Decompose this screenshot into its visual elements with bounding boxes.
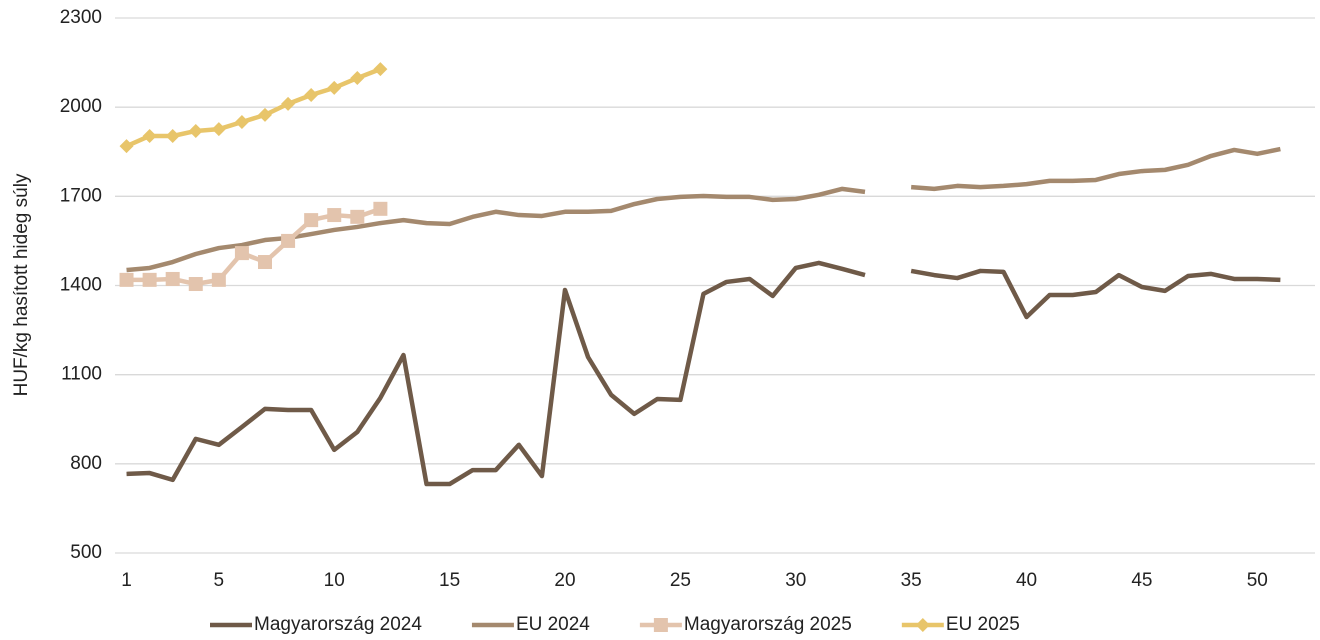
x-tick-label: 20 [554, 570, 575, 591]
data-point [211, 122, 226, 137]
data-point [327, 80, 342, 95]
data-point [258, 107, 272, 122]
data-point [373, 201, 388, 216]
x-tick-label: 1 [121, 570, 132, 591]
legend-marker [653, 618, 668, 632]
data-point [188, 123, 203, 138]
y-tick-label: 500 [70, 542, 102, 563]
legend-label: Magyarország 2024 [254, 614, 422, 635]
data-point [234, 246, 249, 261]
legend-label: EU 2024 [516, 614, 590, 635]
data-point [188, 277, 203, 292]
y-axis-title: HUF/kg hasított hideg súly [11, 173, 32, 396]
x-tick-label: 5 [214, 570, 225, 591]
y-tick-label: 1700 [60, 185, 102, 206]
data-point [373, 62, 388, 77]
data-point [165, 128, 180, 143]
data-point [304, 213, 319, 228]
series-line [126, 146, 1281, 273]
y-tick-label: 1100 [61, 364, 102, 385]
x-tick-label: 10 [324, 570, 345, 591]
y-tick-label: 800 [70, 453, 102, 474]
data-point [350, 209, 365, 224]
data-point [304, 87, 319, 102]
series-line [126, 260, 1281, 487]
x-tick-label: 35 [901, 570, 922, 591]
x-tick-label: 15 [439, 570, 460, 591]
x-tick-label: 50 [1247, 570, 1268, 591]
legend-label: EU 2025 [946, 614, 1020, 635]
data-point [211, 272, 226, 287]
y-tick-label: 2300 [60, 7, 102, 28]
data-point [142, 272, 157, 287]
y-tick-label: 1400 [60, 275, 102, 296]
y-tick-label: 2000 [60, 96, 102, 117]
legend-label: Magyarország 2025 [684, 614, 852, 635]
x-tick-label: 30 [785, 570, 806, 591]
data-point [327, 208, 342, 223]
data-point [258, 255, 272, 270]
data-point [350, 71, 365, 86]
data-point [281, 233, 296, 248]
data-point [165, 271, 180, 286]
data-point [142, 128, 157, 143]
data-point [281, 96, 296, 111]
series-line [126, 206, 382, 287]
x-tick-label: 45 [1131, 570, 1152, 591]
data-point [119, 139, 134, 154]
data-point [119, 272, 134, 287]
legend-marker [915, 618, 930, 632]
x-tick-label: 40 [1016, 570, 1037, 591]
x-tick-label: 25 [670, 570, 691, 591]
data-point [234, 115, 249, 130]
